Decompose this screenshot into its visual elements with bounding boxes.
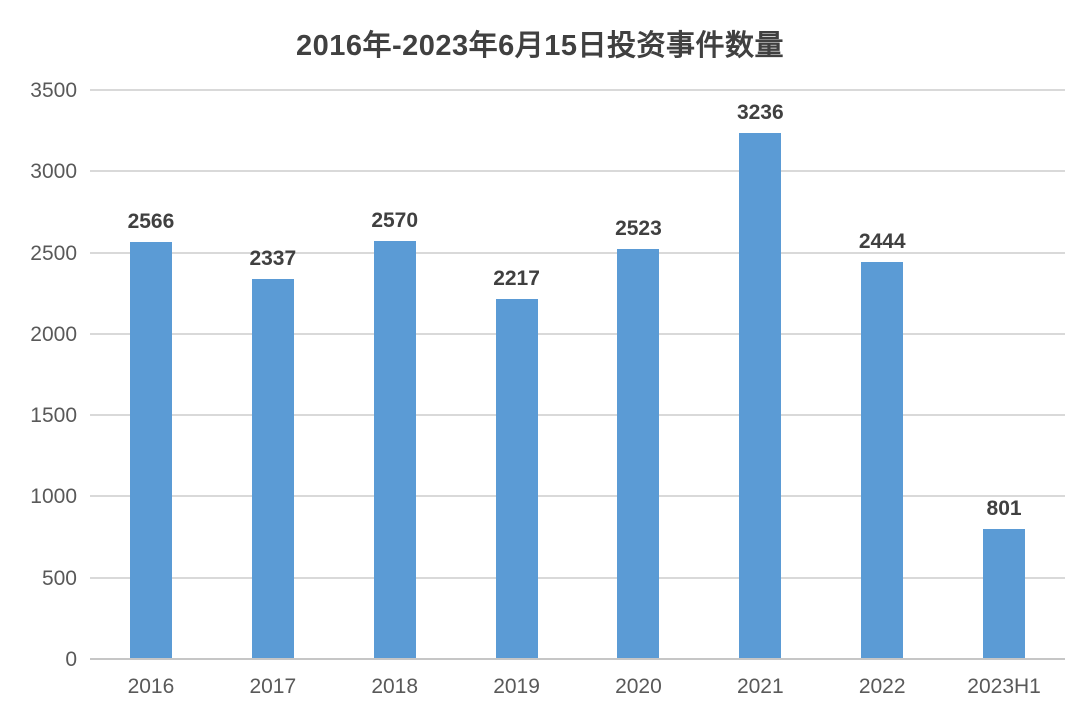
gridline-3000: [90, 170, 1065, 173]
gridline-500: [90, 576, 1065, 579]
plot-area: 0 500 1000 1500 2000 2500 3000 3500 2566 2016 2337…: [30, 80, 1065, 698]
gridline-1500: [90, 414, 1065, 417]
bar-2020: [617, 249, 660, 659]
x-axis-tick-label-2018: 2018: [371, 675, 419, 698]
y-axis-tick-label: 500: [41, 566, 77, 590]
x-axis-tick-label-2017: 2017: [249, 675, 297, 698]
y-axis-tick-label: 2000: [30, 322, 77, 346]
y-axis-tick-label: 1500: [30, 404, 77, 428]
x-axis-tick-label-2022: 2022: [858, 675, 906, 698]
y-axis-tick-label: 3500: [30, 79, 77, 102]
bar-value-label-2017: 2337: [249, 247, 297, 270]
x-axis-tick-label-2021: 2021: [736, 675, 784, 698]
bar-2022: [861, 262, 904, 659]
chart-title: 2016年-2023年6月15日投资事件数量: [295, 30, 785, 62]
bar-2018: [373, 241, 416, 659]
bar-value-label-2023H1: 801: [986, 497, 1022, 520]
x-axis-tick-label-2020: 2020: [615, 675, 662, 698]
y-axis-tick-label: 0: [65, 648, 77, 671]
gridline-2000: [90, 332, 1065, 335]
y-axis-tick-label: 1000: [30, 485, 77, 509]
bar-value-label-2021: 3236: [736, 101, 784, 124]
x-axis-tick-label-2023H1: 2023H1: [967, 675, 1041, 698]
gridline-2500: [90, 251, 1065, 254]
bar-2021: [739, 133, 782, 659]
y-axis-tick-label: 3000: [30, 160, 77, 184]
bar-2016: [129, 242, 172, 659]
bar-2017: [251, 279, 294, 659]
x-axis-line: [90, 658, 1065, 660]
gridline-1000: [90, 495, 1065, 498]
bar-value-label-2018: 2570: [371, 209, 419, 232]
bar-2019: [495, 299, 538, 659]
y-axis-tick-label: 2500: [30, 241, 77, 265]
bar-value-label-2020: 2523: [615, 217, 662, 240]
bar-value-label-2022: 2444: [858, 230, 906, 253]
bar-value-label-2016: 2566: [127, 210, 175, 233]
x-axis-tick-label-2019: 2019: [493, 675, 540, 698]
bar-2023H1: [983, 529, 1026, 659]
bar-value-label-2019: 2217: [493, 267, 540, 290]
x-axis-tick-label-2016: 2016: [127, 675, 175, 698]
gridline-3500: [90, 89, 1065, 91]
